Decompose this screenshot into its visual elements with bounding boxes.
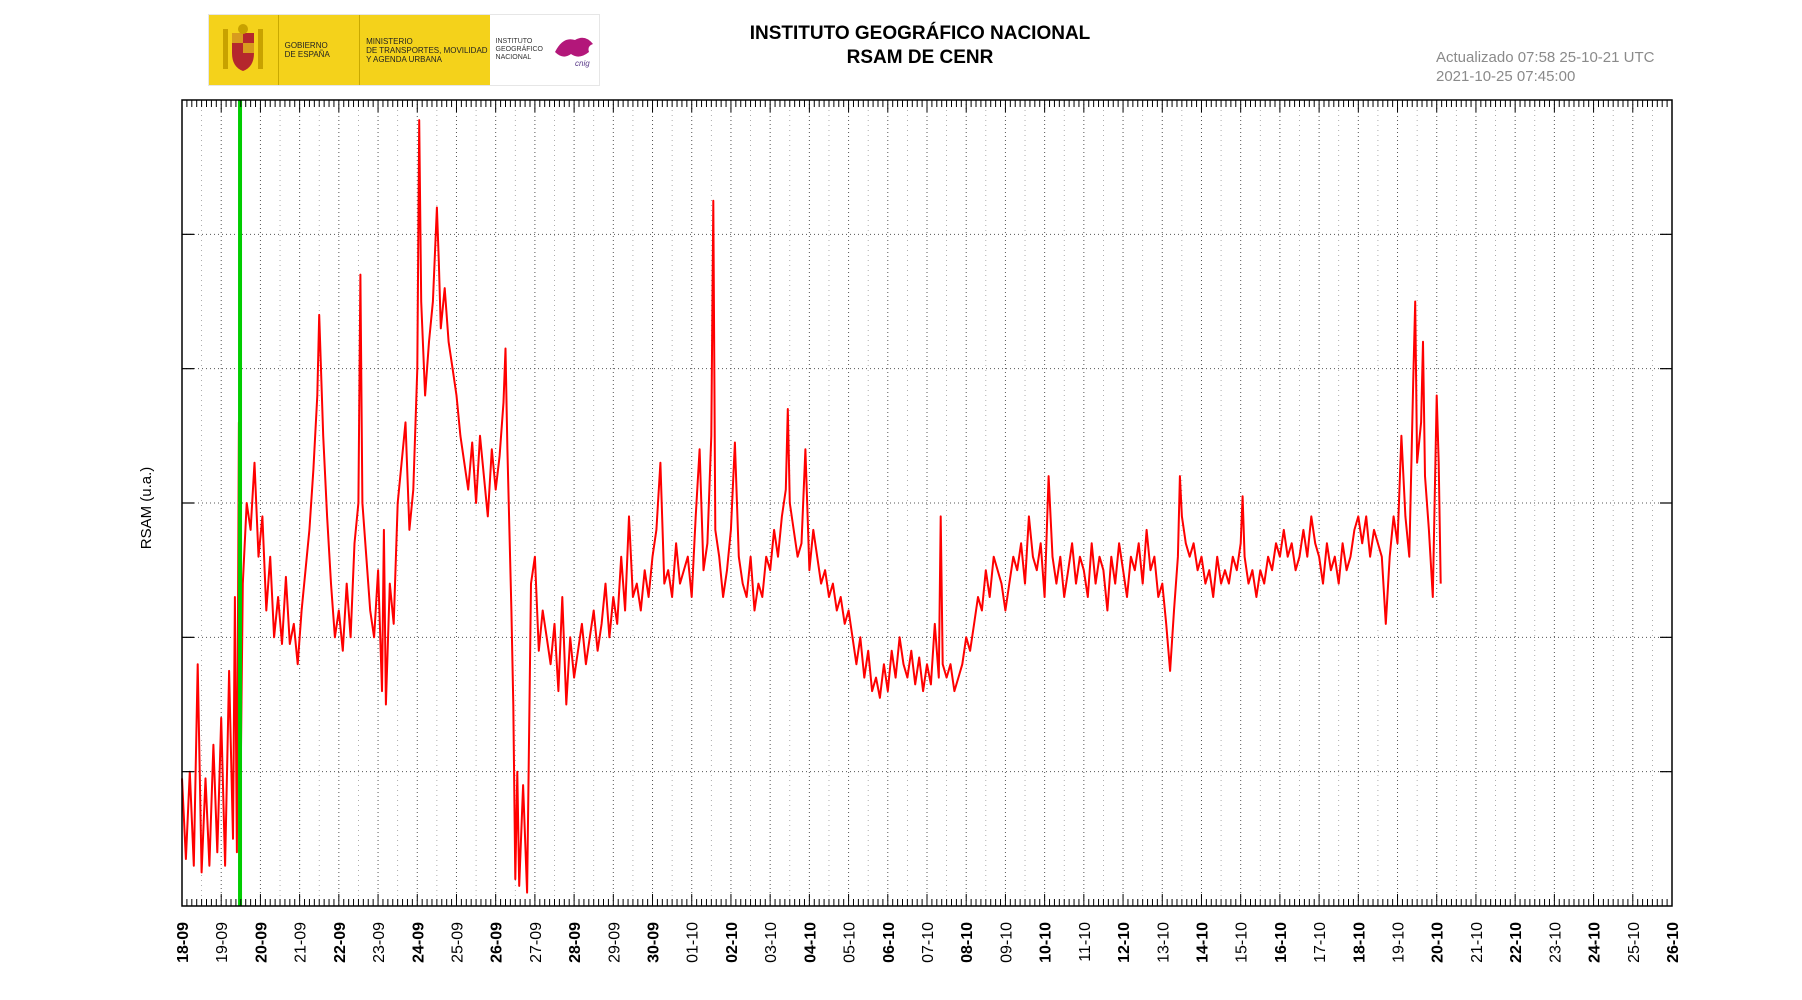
x-tick-label: 03-10: [763, 922, 780, 963]
x-tick-label: 06-10: [881, 922, 898, 963]
ign-line-1: INSTITUTO: [495, 38, 533, 45]
x-tick-label: 01-10: [685, 922, 702, 963]
label-layer: 18-09 19-09 20-09 21-09 22-09 23-09 24-09 25-09…: [175, 922, 1682, 963]
update-time-line: Actualizado 07:58 25-10-21 UTC: [1436, 49, 1655, 66]
x-tick-label: 18-09: [175, 922, 192, 963]
x-tick-label: 21-09: [293, 922, 310, 963]
chart-title-line-2: RSAM DE CENR: [846, 47, 994, 68]
x-tick-label: 24-10: [1587, 922, 1604, 963]
x-tick-label: 14-10: [1195, 922, 1212, 963]
x-tick-label: 25-10: [1626, 922, 1643, 963]
x-tick-label: 24-09: [410, 922, 427, 963]
x-tick-label: 20-10: [1430, 922, 1447, 963]
x-tick-label: 05-10: [842, 922, 859, 963]
x-tick-label: 11-10: [1077, 922, 1094, 962]
x-tick-label: 16-10: [1273, 922, 1290, 963]
x-tick-label: 15-10: [1234, 922, 1251, 963]
gov-line-2: DE ESPAÑA: [284, 50, 330, 59]
data-time-line: 2021-10-25 07:45:00: [1436, 68, 1576, 85]
x-tick-label: 19-09: [214, 922, 231, 963]
axis-layer: [181, 99, 1673, 907]
x-tick-label: 17-10: [1312, 922, 1329, 963]
x-tick-label: 19-10: [1391, 922, 1408, 963]
ign-line-2: GEOGRÁFICO: [495, 46, 543, 53]
x-tick-label: 02-10: [724, 922, 741, 963]
gov-line-1: GOBIERNO: [284, 41, 328, 50]
x-tick-label: 20-09: [253, 922, 270, 963]
svg-text:cnig: cnig: [575, 59, 590, 68]
government-label: GOBIERNO DE ESPAÑA: [278, 15, 361, 85]
rsam-series-line: [181, 119, 1442, 894]
x-tick-label: 07-10: [920, 922, 937, 963]
ign-line-3: NACIONAL: [495, 54, 532, 61]
update-timestamp: Actualizado 07:58 25-10-21 UTC 2021-10-2…: [1436, 48, 1654, 86]
ministry-line-3: Y AGENDA URBANA: [366, 54, 442, 64]
x-tick-label: 28-09: [567, 922, 584, 963]
series-layer: [181, 100, 1442, 906]
x-tick-label: 12-10: [1116, 922, 1133, 963]
x-tick-label: 29-09: [606, 922, 623, 963]
ministry-line-1: MINISTERIO: [366, 36, 413, 46]
x-tick-label: 25-09: [450, 922, 467, 963]
x-tick-label: 30-09: [646, 922, 663, 963]
x-tick-label: 09-10: [998, 922, 1015, 963]
x-tick-label: 10-10: [1038, 922, 1055, 963]
x-tick-label: 22-10: [1508, 922, 1525, 963]
header-logos: GOBIERNO DE ESPAÑA MINISTERIO DE TRANSPO…: [208, 14, 600, 86]
x-tick-label: 22-09: [332, 922, 349, 963]
x-tick-label: 04-10: [802, 922, 819, 963]
x-tick-label: 26-09: [489, 922, 506, 963]
x-tick-label: 08-10: [959, 922, 976, 963]
ministry-line-2: DE TRANSPORTES, MOVILIDAD: [366, 45, 488, 55]
x-tick-label: 23-09: [371, 922, 388, 963]
chart-title-line-1: INSTITUTO GEOGRÁFICO NACIONAL: [749, 23, 1091, 44]
x-tick-label: 23-10: [1547, 922, 1564, 963]
x-tick-label: 13-10: [1155, 922, 1172, 963]
x-tick-label: 18-10: [1351, 922, 1368, 963]
x-tick-label: 21-10: [1469, 922, 1486, 963]
ministry-label: MINISTERIO DE TRANSPORTES, MOVILIDAD Y A…: [360, 15, 490, 85]
ign-emblem-icon: cnig: [554, 37, 593, 68]
y-axis-label: RSAM (u.a.): [138, 467, 155, 550]
spain-coat-of-arms-logo: [209, 15, 279, 85]
ign-logo: INSTITUTO GEOGRÁFICO NACIONAL cnig: [490, 15, 599, 85]
x-tick-label: 26-10: [1665, 922, 1682, 963]
x-tick-label: 27-09: [528, 922, 545, 963]
grid-layer: [182, 100, 1672, 906]
